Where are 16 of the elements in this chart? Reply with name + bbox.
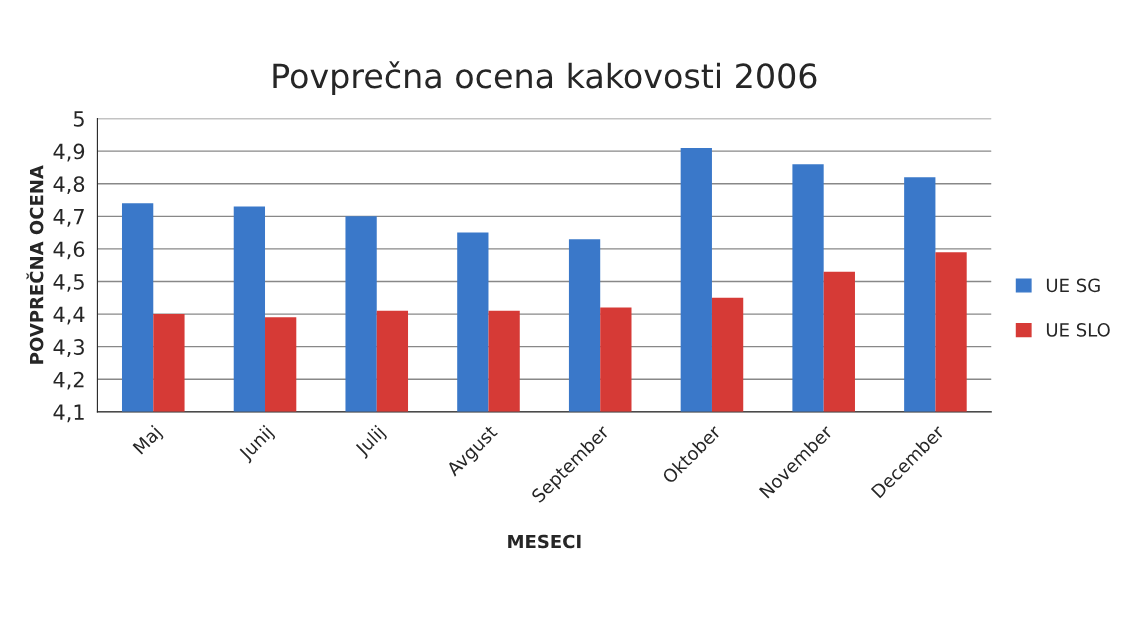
y-tick-label: 4,9	[53, 143, 85, 162]
legend-label: UE SLO	[1046, 323, 1110, 337]
y-tick-label: 5	[73, 111, 84, 127]
y-axis-title: POVPREČNA OCENA	[26, 165, 44, 364]
x-axis-title: MESECI	[508, 534, 581, 549]
x-tick-label: Maj	[132, 424, 165, 458]
y-tick-label: 4,1	[53, 404, 84, 423]
y-tick-label: 4,6	[53, 241, 85, 260]
y-tick-label: 4,2	[53, 371, 84, 390]
y-tick-label: 4,5	[53, 274, 84, 292]
y-tick-label: 4,8	[53, 176, 85, 195]
y-tick-label: 4,3	[53, 339, 84, 357]
chart-title: Povprečna ocena kakovosti 2006	[273, 61, 817, 95]
legend-label: UE SG	[1046, 278, 1100, 293]
y-tick-label: 4,4	[53, 306, 85, 325]
y-tick-label: 4,7	[53, 209, 84, 227]
